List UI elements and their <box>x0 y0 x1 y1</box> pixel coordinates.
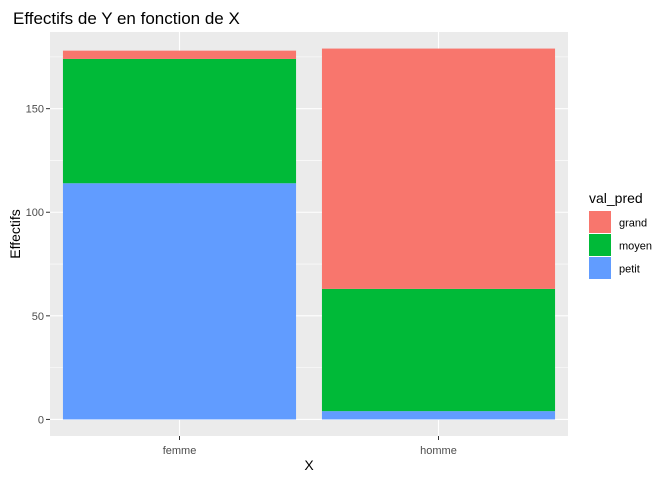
y-tick-label: 50 <box>32 311 44 323</box>
chart-title: Effectifs de Y en fonction de X <box>13 9 240 28</box>
y-tick-label: 100 <box>26 207 44 219</box>
legend-label-grand: grand <box>619 218 647 230</box>
bars <box>62 48 556 420</box>
legend-key-moyen <box>589 234 611 256</box>
legend-key-petit <box>589 257 611 279</box>
bar-homme-grand <box>321 48 556 289</box>
legend-key-grand <box>589 211 611 233</box>
legend: val_pred grand moyen petit <box>589 190 652 279</box>
legend-title: val_pred <box>589 190 643 206</box>
y-axis-ticks: 0 50 100 150 <box>26 104 50 426</box>
y-tick-label: 0 <box>38 414 44 426</box>
legend-label-moyen: moyen <box>619 241 652 253</box>
y-tick-label: 150 <box>26 104 44 116</box>
bar-homme-petit <box>321 411 556 420</box>
legend-label-petit: petit <box>619 264 640 276</box>
x-tick-label-femme: femme <box>163 445 197 457</box>
x-axis-title: X <box>304 457 314 473</box>
x-tick-label-homme: homme <box>420 445 457 457</box>
bar-femme-grand <box>62 50 297 59</box>
bar-homme-moyen <box>321 288 556 412</box>
y-axis-title: Effectifs <box>7 209 23 259</box>
x-axis-ticks: femme homme <box>163 436 457 457</box>
bar-femme-petit <box>62 183 297 420</box>
bar-femme-moyen <box>62 58 297 184</box>
